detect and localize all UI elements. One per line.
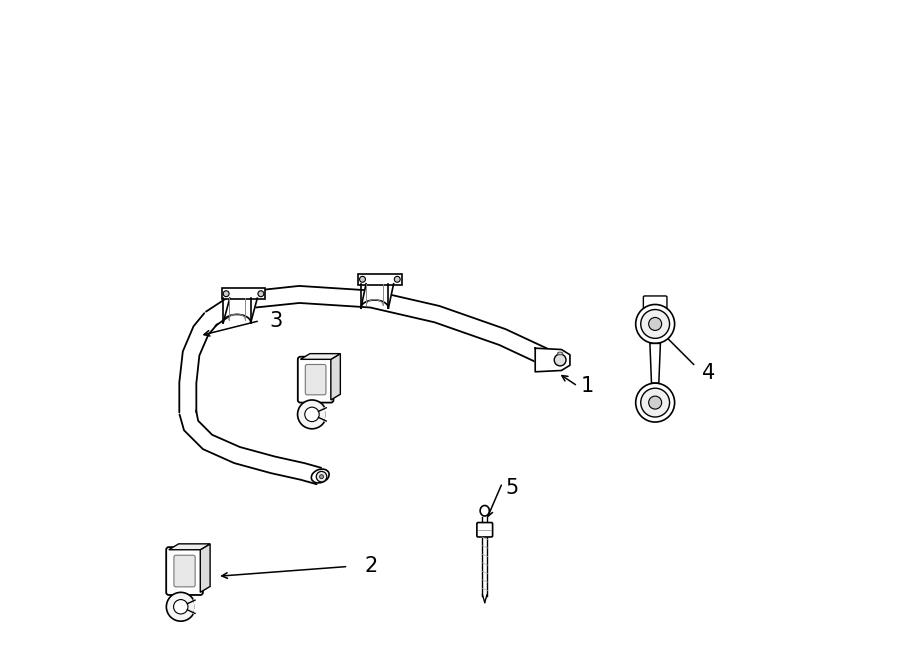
Circle shape <box>298 400 327 429</box>
FancyBboxPatch shape <box>358 274 401 285</box>
Circle shape <box>166 592 195 621</box>
Polygon shape <box>201 544 210 592</box>
Text: 2: 2 <box>364 557 378 576</box>
FancyBboxPatch shape <box>166 547 202 595</box>
FancyBboxPatch shape <box>298 357 334 403</box>
FancyBboxPatch shape <box>644 296 667 309</box>
Circle shape <box>641 309 670 338</box>
Circle shape <box>359 276 365 282</box>
Text: 3: 3 <box>270 311 283 330</box>
Polygon shape <box>180 410 321 485</box>
Circle shape <box>258 291 264 297</box>
FancyBboxPatch shape <box>477 523 492 537</box>
FancyBboxPatch shape <box>174 555 195 587</box>
Polygon shape <box>331 354 340 400</box>
Polygon shape <box>179 313 217 412</box>
Circle shape <box>320 475 323 479</box>
Circle shape <box>174 600 188 614</box>
Circle shape <box>394 276 400 282</box>
Text: 5: 5 <box>506 478 519 498</box>
FancyBboxPatch shape <box>221 288 266 299</box>
Circle shape <box>649 317 662 330</box>
Text: 1: 1 <box>581 376 594 396</box>
Circle shape <box>649 396 662 409</box>
Text: 4: 4 <box>702 363 716 383</box>
Ellipse shape <box>311 469 329 483</box>
Circle shape <box>635 305 675 344</box>
Polygon shape <box>650 344 661 383</box>
Circle shape <box>481 506 490 516</box>
Polygon shape <box>301 354 340 360</box>
Ellipse shape <box>557 352 562 355</box>
Polygon shape <box>169 544 210 550</box>
Circle shape <box>305 407 320 422</box>
Polygon shape <box>536 348 570 371</box>
Circle shape <box>641 388 670 417</box>
Polygon shape <box>223 298 257 323</box>
FancyBboxPatch shape <box>305 364 326 395</box>
Circle shape <box>223 291 230 297</box>
Circle shape <box>316 471 327 482</box>
Polygon shape <box>206 286 555 368</box>
Circle shape <box>554 354 566 366</box>
Polygon shape <box>361 284 393 308</box>
Circle shape <box>635 383 675 422</box>
